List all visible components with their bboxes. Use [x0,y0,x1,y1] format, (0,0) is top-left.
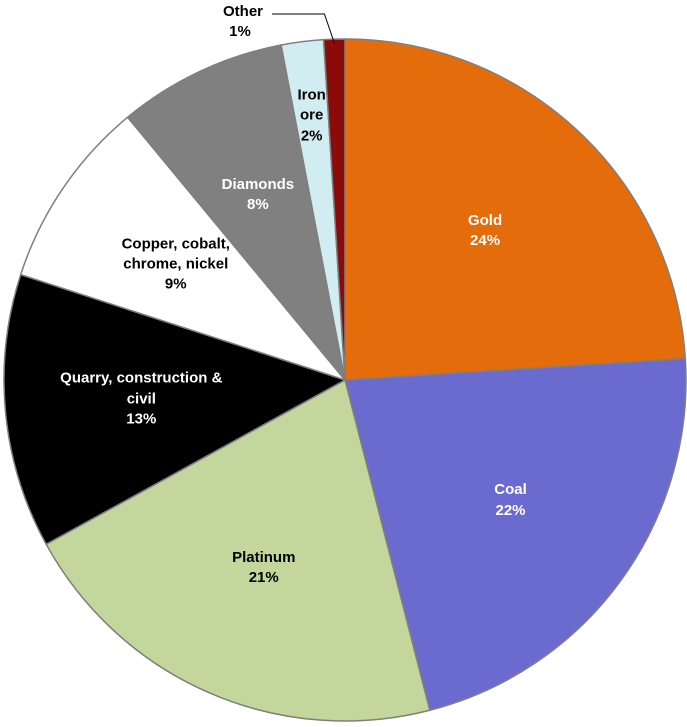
pie-slice [126,44,346,381]
value-label: 9% [164,276,187,294]
value-label: 21% [248,568,279,586]
pie-slice [45,378,431,722]
slice-label: Coal 22% [426,480,596,521]
category-name: Diamonds [221,175,295,193]
pie-slice [19,116,348,382]
value-label: 13% [126,410,157,428]
value-label: 2% [300,127,323,145]
slice-label: Other 1% [223,2,264,43]
category-name: Platinum [232,548,296,566]
slice-label: Diamonds 8% [192,175,324,216]
category-name: Gold [467,211,503,229]
pie-slice [322,38,346,381]
pie-slice [3,273,347,546]
value-label: 22% [495,501,526,519]
pie-slice [344,38,687,381]
slice-label: Iron ore 2% [288,86,336,147]
value-label: 24% [470,231,501,249]
value-label: 1% [229,23,251,40]
value-label: 8% [247,195,269,213]
slice-label: Gold 24% [400,211,570,252]
category-name: Other [223,2,264,20]
slice-label: Quarry, construction & civil 13% [56,369,226,430]
leader-line [272,13,335,44]
category-name: Iron ore [297,86,326,124]
category-name: Coal [494,481,527,498]
slice-label: Platinum 21% [179,548,349,589]
category-name: Quarry, construction & civil [60,369,223,408]
pie-slice [344,357,687,712]
category-name: Copper, cobalt, chrome, nickel [121,235,230,273]
slice-label: Copper, cobalt, chrome, nickel 9% [103,235,249,296]
